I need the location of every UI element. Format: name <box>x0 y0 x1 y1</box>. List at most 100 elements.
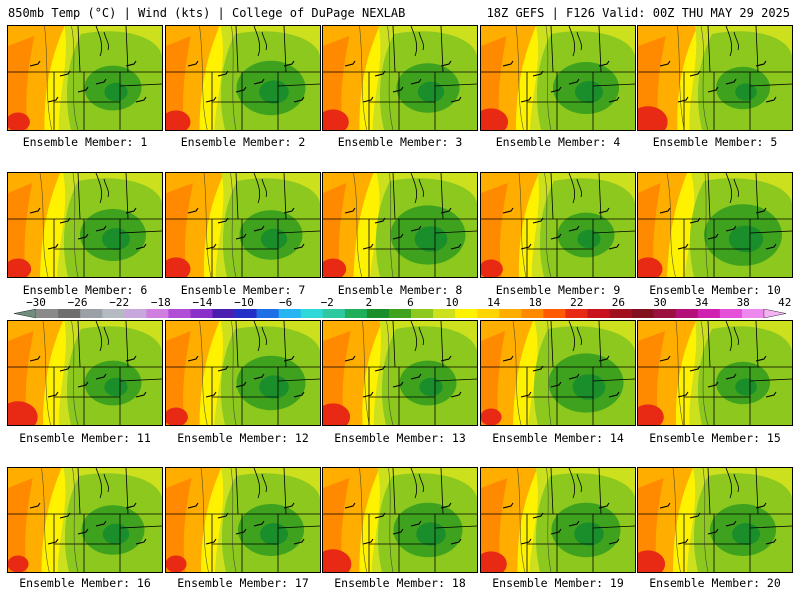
colorbar-swatch <box>609 309 632 318</box>
colorbar-swatch <box>344 309 368 318</box>
colorbar-tick-label: 10 <box>445 296 459 309</box>
ensemble-member-1-label: Ensemble Member: 1 <box>22 135 148 149</box>
ensemble-member-18-label: Ensemble Member: 18 <box>334 576 466 590</box>
colorbar-tick-label: 26 <box>611 296 626 309</box>
colorbar-swatch <box>433 309 456 318</box>
colorbar-tick-label: −30 <box>26 296 46 309</box>
temperature-field <box>481 26 635 130</box>
ensemble-member-7-map <box>165 172 321 278</box>
temperature-field <box>166 321 320 425</box>
colorbar-swatch <box>521 309 544 318</box>
colorbar-swatch <box>499 309 522 318</box>
colorbar-swatch <box>477 309 500 318</box>
ensemble-member-11-map <box>7 320 163 426</box>
ensemble-member-8-label: Ensemble Member: 8 <box>337 283 463 297</box>
model-valid-time: 18Z GEFS | F126 Valid: 00Z THU MAY 29 20… <box>486 6 790 20</box>
ensemble-member-4-map <box>480 25 636 131</box>
temperature-field <box>8 26 162 130</box>
colorbar-swatch <box>168 309 191 318</box>
colorbar-swatch <box>543 309 566 318</box>
temperature-field <box>638 173 792 277</box>
colorbar-swatch <box>411 309 434 318</box>
ensemble-member-3-map <box>322 25 478 131</box>
ensemble-member-5-label: Ensemble Member: 5 <box>652 135 778 149</box>
ensemble-member-5-map <box>637 25 793 131</box>
temperature-field <box>166 173 320 277</box>
ensemble-member-15-map <box>637 320 793 426</box>
ensemble-member-13-label: Ensemble Member: 13 <box>334 431 466 445</box>
ensemble-member-3-label: Ensemble Member: 3 <box>337 135 463 149</box>
colorbar-swatch <box>80 309 103 318</box>
colorbar-swatch <box>322 309 346 318</box>
ensemble-member-11-label: Ensemble Member: 11 <box>19 431 151 445</box>
ensemble-member-14-map <box>480 320 636 426</box>
ensemble-member-13-map <box>322 320 478 426</box>
temperature-field <box>166 468 320 572</box>
ensemble-member-9-map <box>480 172 636 278</box>
temperature-field <box>481 321 635 425</box>
colorbar-swatch <box>212 309 235 318</box>
ensemble-member-2-map <box>165 25 321 131</box>
figure-title: 850mb Temp (°C) | Wind (kts) | College o… <box>8 6 406 20</box>
colorbar-swatch <box>587 309 610 318</box>
colorbar-swatch <box>697 309 721 318</box>
colorbar-tick-label: 38 <box>736 296 750 309</box>
temperature-field <box>166 26 320 130</box>
colorbar-swatch <box>190 309 213 318</box>
colorbar-swatch <box>36 309 59 318</box>
colorbar-swatch <box>14 309 37 318</box>
colorbar-swatch <box>763 309 786 318</box>
ensemble-member-17-label: Ensemble Member: 17 <box>177 576 309 590</box>
temperature-field <box>8 468 162 572</box>
colorbar-swatch <box>565 309 588 318</box>
ensemble-member-20-label: Ensemble Member: 20 <box>649 576 781 590</box>
colorbar-tick-label: −26 <box>67 296 88 309</box>
colorbar-tick-label: 34 <box>694 296 709 309</box>
temperature-field <box>323 26 477 130</box>
colorbar-tick-label: −10 <box>234 296 254 309</box>
ensemble-member-18-map <box>322 467 478 573</box>
temperature-field <box>8 321 162 425</box>
colorbar-swatch <box>388 309 412 318</box>
colorbar-tick-label: 6 <box>407 296 414 309</box>
temperature-field <box>638 468 792 572</box>
ensemble-member-10-map <box>637 172 793 278</box>
colorbar-tick-label: 18 <box>528 296 542 309</box>
colorbar-tick-label: −6 <box>278 296 293 309</box>
temperature-colorbar <box>14 309 786 318</box>
colorbar-tick-label: −14 <box>192 296 213 309</box>
ensemble-member-6-label: Ensemble Member: 6 <box>22 283 148 297</box>
ensemble-member-16-label: Ensemble Member: 16 <box>19 576 151 590</box>
ensemble-member-16-map <box>7 467 163 573</box>
colorbar-swatch <box>146 309 169 318</box>
colorbar-tick-label: 42 <box>778 296 792 309</box>
ensemble-member-15-label: Ensemble Member: 15 <box>649 431 781 445</box>
colorbar-swatch <box>234 309 257 318</box>
colorbar-swatch <box>455 309 478 318</box>
ensemble-member-1-map <box>7 25 163 131</box>
temperature-field <box>323 321 477 425</box>
ensemble-member-10-label: Ensemble Member: 10 <box>649 283 781 297</box>
colorbar-swatch <box>58 309 81 318</box>
colorbar-swatch <box>278 309 302 318</box>
colorbar-swatch <box>741 309 765 318</box>
colorbar-swatch <box>675 309 699 318</box>
ensemble-member-17-map <box>165 467 321 573</box>
ensemble-member-19-label: Ensemble Member: 19 <box>492 576 624 590</box>
temperature-field <box>8 173 162 277</box>
ensemble-member-8-map <box>322 172 478 278</box>
ensemble-member-12-map <box>165 320 321 426</box>
colorbar-tick-label: −18 <box>150 296 171 309</box>
colorbar-swatch <box>653 309 677 318</box>
colorbar-tick-label: 14 <box>486 296 501 309</box>
temperature-field <box>638 321 792 425</box>
colorbar-tick-label: −22 <box>109 296 130 309</box>
temperature-field <box>638 26 792 130</box>
ensemble-member-19-map <box>480 467 636 573</box>
ensemble-member-4-label: Ensemble Member: 4 <box>495 135 621 149</box>
temperature-field <box>323 173 477 277</box>
colorbar-swatch <box>256 309 279 318</box>
ensemble-member-7-label: Ensemble Member: 7 <box>180 283 306 297</box>
colorbar-tick-label: −2 <box>320 296 334 309</box>
colorbar-swatch <box>300 309 324 318</box>
